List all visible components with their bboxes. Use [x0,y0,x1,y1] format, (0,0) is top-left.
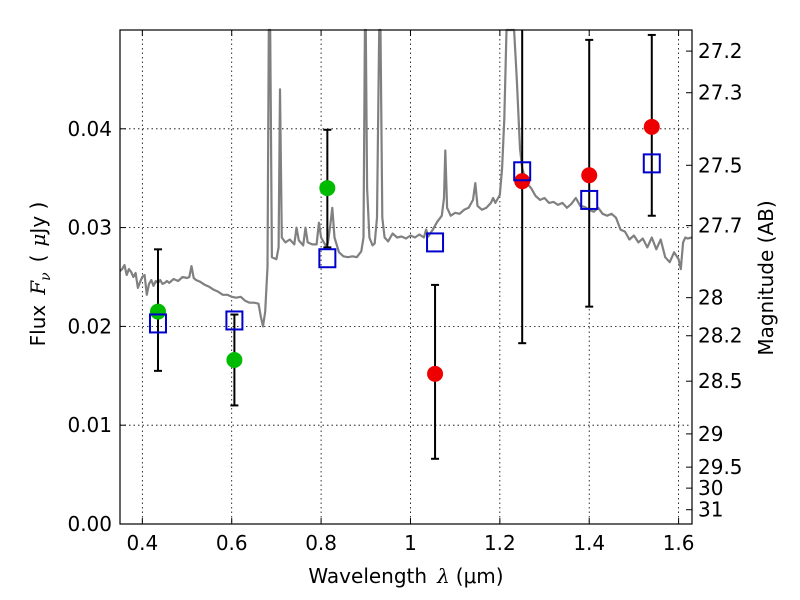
x-tick-label: 0.8 [305,531,337,555]
y-axis-label-unit-open: ( [26,255,50,263]
mag-tick-label: 31 [698,498,723,522]
filled-circle-point [226,351,243,368]
mag-tick-label: 27.3 [698,81,743,105]
mag-tick-label: 28 [698,286,723,310]
secondary-y-axis-label: Magnitude (AB) [754,200,778,355]
y-axis-label-text: Flux [26,305,50,347]
open-square-point [318,248,337,269]
mag-tick-label: 27.2 [698,39,743,63]
grid-lines [120,30,692,524]
axis-ticks: 0.4 0.6 0.8 1 1.2 1.4 1.6 0.00 0.01 0.02 0.03 0.04 2… [67,30,743,555]
y-axis-label-subscript: ν [38,272,54,281]
y-tick-label: 0.00 [67,512,112,536]
open-square-point [513,161,532,182]
mag-tick-label: 29.5 [698,455,743,479]
y-tick-label: 0.03 [67,216,112,240]
mag-tick-label: 28.2 [698,324,743,348]
mag-tick-label: 27.5 [698,153,743,177]
mag-tick-label: 30 [698,476,723,500]
model-spectrum [119,28,693,328]
filled-circle-point [643,118,660,135]
x-tick-label: 1.2 [484,531,516,555]
data-markers [148,118,661,382]
mag-tick-label: 29 [698,422,723,446]
open-square-point [426,232,445,253]
open-square-point [580,189,599,210]
y-axis-label: Flux Fν ( μJy ) [26,202,54,347]
x-axis-label: Wavelength λ (μm) [308,564,503,588]
y-axis-label-unit-mu: μ [26,234,50,247]
x-tick-label: 0.6 [216,531,248,555]
x-tick-label: 1.4 [573,531,605,555]
x-axis-label-unit: (μm) [456,564,504,588]
filled-circle-point [427,365,444,382]
mag-tick-label: 28.5 [698,369,743,393]
y-tick-label: 0.04 [67,117,112,141]
filled-circle-point [149,303,166,320]
x-tick-label: 1.6 [663,531,695,555]
y-tick-label: 0.02 [67,314,112,338]
plot-frame [119,29,693,525]
y-tick-label: 0.01 [67,413,112,437]
x-axis-label-text: Wavelength [308,564,427,588]
open-square-point [642,153,661,174]
y-axis-label-symbol: F [26,280,50,296]
open-square-point [148,313,167,334]
x-tick-label: 0.4 [126,531,158,555]
x-axis-label-symbol: λ [436,564,450,588]
y-axis-label-unit-rest: Jy ) [26,202,50,236]
x-tick-label: 1 [404,531,417,555]
open-square-point [225,310,244,331]
filled-circle-point [581,167,598,184]
filled-circle-point [319,180,336,197]
error-bars [153,30,656,460]
mag-tick-label: 27.7 [698,214,743,238]
spectrum-line [119,28,693,328]
